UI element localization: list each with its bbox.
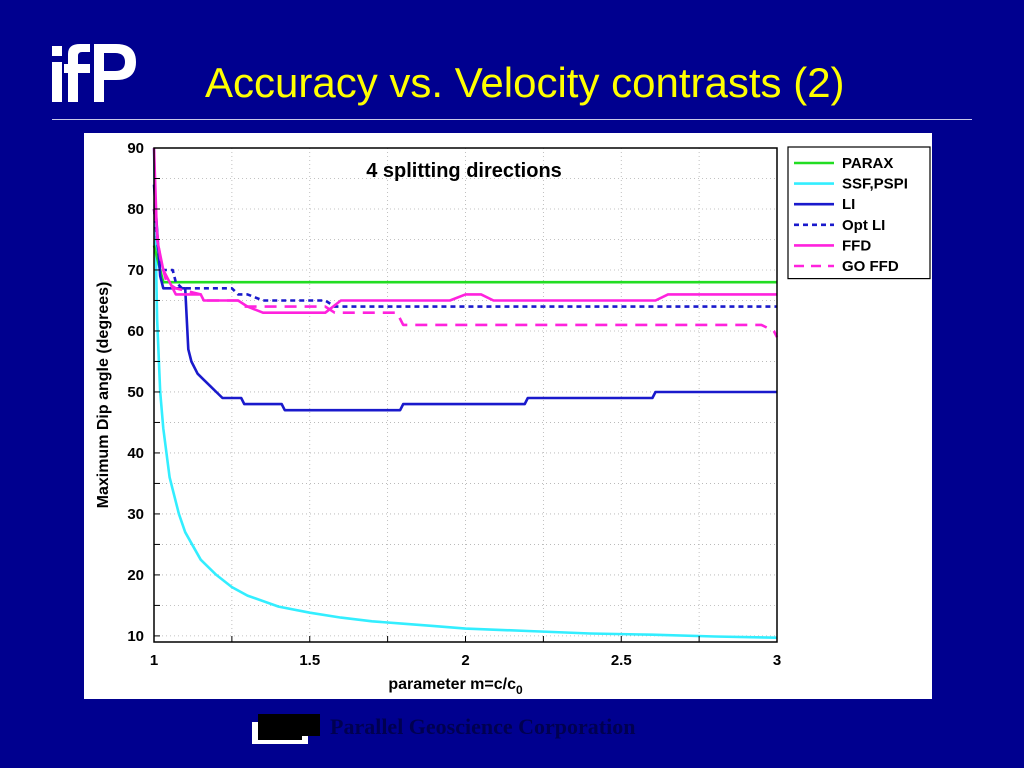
dip-angle-chart: 1 1.5 2 2.5 3 10 20 30 40 50 60 70 80 90 4 splitting … bbox=[95, 140, 931, 697]
series-line-go-ffd bbox=[152, 208, 779, 338]
legend-entry: Opt LI bbox=[842, 217, 885, 234]
x-tick-label: 2 bbox=[461, 652, 469, 669]
ifp-logo bbox=[52, 44, 136, 102]
y-tick-label: 60 bbox=[127, 323, 144, 340]
legend-entry: PARAX bbox=[842, 155, 893, 172]
legend: PARAX SSF,PSPI LI Opt LI FFD GO FFD bbox=[787, 146, 931, 280]
legend-entry: SSF,PSPI bbox=[842, 176, 908, 193]
series-line-parax bbox=[152, 245, 777, 284]
y-tick-label: 10 bbox=[127, 628, 144, 645]
series-line-ffd bbox=[152, 147, 777, 314]
legend-entry: GO FFD bbox=[842, 258, 899, 275]
legend-entry: FFD bbox=[842, 237, 871, 254]
y-tick-label: 70 bbox=[127, 262, 144, 279]
y-axis-label: Maximum Dip angle (degrees) bbox=[95, 282, 112, 509]
legend-box bbox=[787, 146, 931, 280]
x-axis-label-main: parameter m=c/c bbox=[388, 676, 516, 693]
y-tick-label: 20 bbox=[127, 567, 144, 584]
series-line-li bbox=[152, 184, 777, 412]
x-axis-label: parameter m=c/c0 bbox=[388, 676, 523, 697]
chart-title: 4 splitting directions bbox=[366, 160, 562, 182]
x-axis-label-subscript: 0 bbox=[516, 683, 523, 697]
y-tick-label: 80 bbox=[127, 201, 144, 218]
slide-title: Accuracy vs. Velocity contrasts (2) bbox=[205, 59, 845, 106]
series-line-opt-li bbox=[152, 208, 777, 308]
y-tick-label: 90 bbox=[127, 140, 144, 157]
tick-layer: 1 1.5 2 2.5 3 10 20 30 40 50 60 70 80 90 bbox=[127, 140, 781, 669]
chart-panel: 1 1.5 2 2.5 3 10 20 30 40 50 60 70 80 90 4 splitting … bbox=[84, 133, 932, 699]
x-tick-label: 3 bbox=[773, 652, 781, 669]
legend-entry: LI bbox=[842, 196, 855, 213]
x-tick-label: 1.5 bbox=[299, 652, 320, 669]
y-tick-label: 30 bbox=[127, 506, 144, 523]
title-divider bbox=[52, 119, 972, 120]
footer-text: Parallel Geoscience Corporation bbox=[330, 714, 636, 739]
plot-frame bbox=[153, 147, 778, 643]
x-tick-label: 1 bbox=[150, 652, 158, 669]
footer: Parallel Geoscience Corporation bbox=[250, 710, 750, 750]
pgc-logo bbox=[252, 714, 320, 744]
grid-layer bbox=[154, 148, 777, 642]
series-line-ssf-pspi bbox=[152, 147, 778, 639]
series-layer bbox=[152, 147, 779, 639]
x-tick-label: 2.5 bbox=[611, 652, 632, 669]
y-tick-label: 50 bbox=[127, 384, 144, 401]
y-tick-label: 40 bbox=[127, 445, 144, 462]
